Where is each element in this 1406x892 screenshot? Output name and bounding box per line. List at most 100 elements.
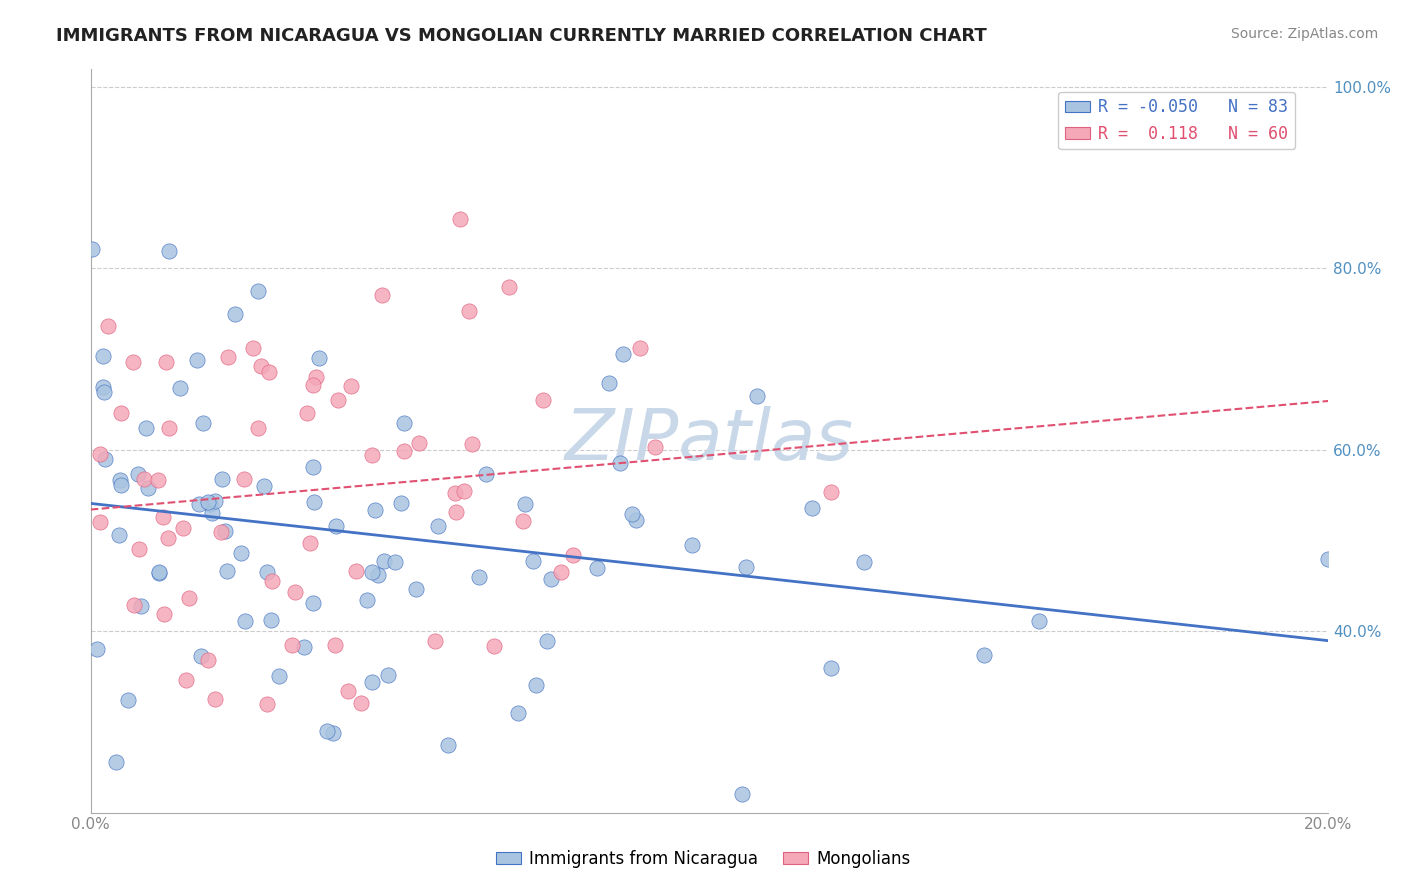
- Mongolians: [121, 354, 143, 368]
- Immigrants from Nicaragua: [186, 353, 208, 368]
- Immigrants from Nicaragua: [214, 524, 236, 538]
- Immigrants from Nicaragua: [325, 519, 347, 533]
- Immigrants from Nicaragua: [197, 494, 219, 508]
- Mongolians: [209, 524, 232, 539]
- Mongolians: [628, 342, 651, 356]
- Immigrants from Nicaragua: [80, 242, 103, 256]
- Legend: Immigrants from Nicaragua, Mongolians: Immigrants from Nicaragua, Mongolians: [489, 844, 917, 875]
- Immigrants from Nicaragua: [201, 506, 224, 520]
- Immigrants from Nicaragua: [322, 725, 344, 739]
- Immigrants from Nicaragua: [136, 481, 159, 495]
- Immigrants from Nicaragua: [91, 380, 114, 394]
- Mongolians: [172, 521, 194, 535]
- Mongolians: [257, 365, 280, 379]
- Mongolians: [89, 447, 111, 461]
- Immigrants from Nicaragua: [620, 507, 643, 521]
- Immigrants from Nicaragua: [246, 285, 269, 299]
- Mongolians: [443, 486, 465, 500]
- Immigrants from Nicaragua: [377, 668, 399, 682]
- Mongolians: [197, 653, 219, 667]
- Immigrants from Nicaragua: [392, 416, 415, 430]
- Mongolians: [301, 378, 323, 392]
- Immigrants from Nicaragua: [148, 566, 170, 580]
- Mongolians: [179, 591, 201, 606]
- Immigrants from Nicaragua: [301, 459, 323, 474]
- Mongolians: [152, 510, 174, 524]
- Mongolians: [371, 288, 394, 302]
- Immigrants from Nicaragua: [506, 706, 529, 720]
- Mongolians: [250, 359, 273, 374]
- Immigrants from Nicaragua: [157, 244, 180, 258]
- Immigrants from Nicaragua: [229, 546, 252, 560]
- Mongolians: [350, 696, 373, 710]
- Immigrants from Nicaragua: [233, 615, 256, 629]
- Immigrants from Nicaragua: [522, 554, 544, 568]
- Mongolians: [247, 421, 270, 435]
- Immigrants from Nicaragua: [256, 565, 278, 579]
- Mongolians: [394, 444, 416, 458]
- Immigrants from Nicaragua: [524, 678, 547, 692]
- Mongolians: [284, 584, 307, 599]
- Mongolians: [644, 440, 666, 454]
- Immigrants from Nicaragua: [475, 467, 498, 481]
- Mongolians: [89, 515, 111, 529]
- Immigrants from Nicaragua: [253, 479, 276, 493]
- Mongolians: [453, 483, 475, 498]
- Mongolians: [305, 369, 328, 384]
- Mongolians: [299, 536, 322, 550]
- Immigrants from Nicaragua: [437, 738, 460, 752]
- Mongolians: [562, 548, 585, 562]
- Mongolians: [337, 684, 360, 698]
- Immigrants from Nicaragua: [108, 473, 131, 487]
- Immigrants from Nicaragua: [269, 669, 291, 683]
- Immigrants from Nicaragua: [1028, 614, 1050, 628]
- Immigrants from Nicaragua: [745, 389, 768, 403]
- Immigrants from Nicaragua: [426, 519, 449, 533]
- Immigrants from Nicaragua: [316, 723, 339, 738]
- Immigrants from Nicaragua: [211, 471, 233, 485]
- Mongolians: [157, 421, 180, 435]
- Immigrants from Nicaragua: [1317, 551, 1340, 566]
- Immigrants from Nicaragua: [260, 613, 283, 627]
- Immigrants from Nicaragua: [108, 528, 131, 542]
- Immigrants from Nicaragua: [302, 495, 325, 509]
- Mongolians: [457, 304, 479, 318]
- Immigrants from Nicaragua: [217, 564, 239, 578]
- Immigrants from Nicaragua: [356, 593, 378, 607]
- Immigrants from Nicaragua: [135, 420, 157, 434]
- Mongolians: [295, 406, 318, 420]
- Mongolians: [344, 564, 367, 578]
- Mongolians: [512, 514, 534, 528]
- Mongolians: [444, 505, 467, 519]
- Mongolians: [408, 435, 430, 450]
- Immigrants from Nicaragua: [373, 554, 395, 568]
- Immigrants from Nicaragua: [198, 497, 221, 511]
- Immigrants from Nicaragua: [515, 497, 537, 511]
- Mongolians: [217, 350, 239, 364]
- Immigrants from Nicaragua: [110, 478, 132, 492]
- Immigrants from Nicaragua: [367, 568, 389, 582]
- Immigrants from Nicaragua: [800, 501, 823, 516]
- Immigrants from Nicaragua: [302, 597, 325, 611]
- Mongolians: [260, 574, 283, 589]
- Immigrants from Nicaragua: [169, 381, 191, 395]
- Mongolians: [498, 279, 520, 293]
- Immigrants from Nicaragua: [148, 565, 170, 579]
- Immigrants from Nicaragua: [308, 351, 330, 365]
- Mongolians: [361, 449, 384, 463]
- Mongolians: [820, 485, 842, 500]
- Mongolians: [97, 319, 120, 334]
- Immigrants from Nicaragua: [609, 456, 631, 470]
- Mongolians: [128, 542, 150, 557]
- Immigrants from Nicaragua: [820, 660, 842, 674]
- Immigrants from Nicaragua: [540, 573, 562, 587]
- Immigrants from Nicaragua: [598, 376, 620, 391]
- Immigrants from Nicaragua: [405, 582, 427, 596]
- Immigrants from Nicaragua: [467, 570, 489, 584]
- Mongolians: [157, 531, 180, 545]
- Mongolians: [281, 638, 304, 652]
- Mongolians: [449, 212, 471, 227]
- Mongolians: [232, 472, 254, 486]
- Immigrants from Nicaragua: [384, 555, 406, 569]
- Mongolians: [326, 392, 349, 407]
